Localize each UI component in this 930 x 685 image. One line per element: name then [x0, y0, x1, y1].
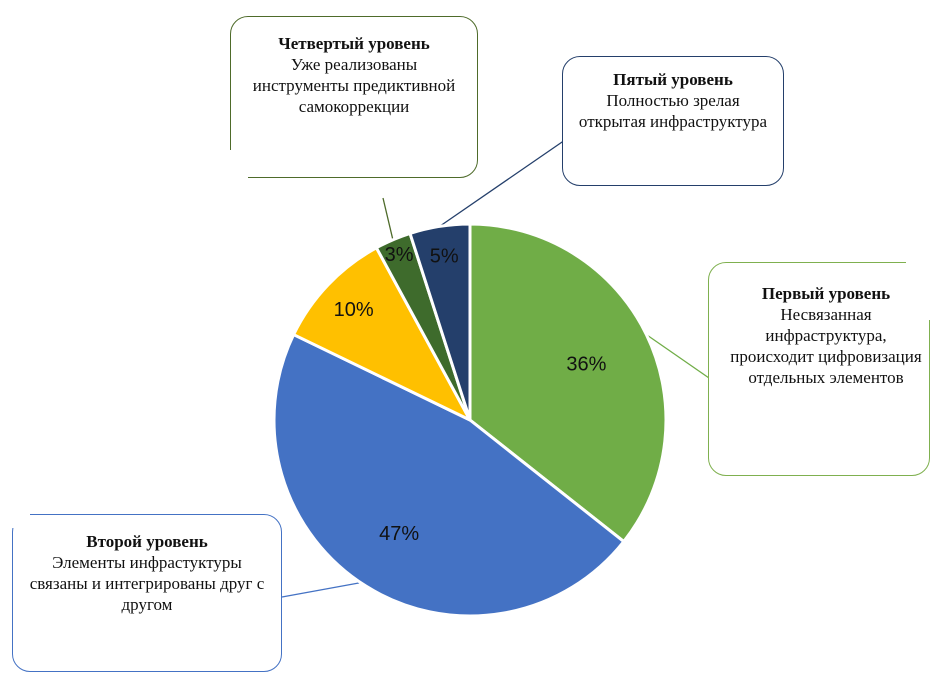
callout-level-1: Первый уровень Несвязанная инфраструктур…: [708, 260, 930, 476]
callout-level-5: Пятый уровень Полностью зрелая открытая …: [562, 56, 784, 186]
slice-label-level-3: 10%: [334, 299, 374, 321]
callout-level-5-description: Полностью зрелая открытая инфраструктура: [578, 91, 768, 131]
pie-slice-level-5: [408, 222, 472, 421]
pie-slices: [272, 222, 668, 618]
callout-level-1-title: Первый уровень: [761, 284, 891, 303]
leader-level-1: [646, 334, 710, 379]
callout-level-2-description: Элементы инфрастуктуры связаны и интегри…: [29, 553, 265, 614]
pie-slice-level-1: [468, 222, 668, 544]
callout-level-5-title: Пятый уровень: [613, 70, 733, 89]
slice-label-level-5: 5%: [430, 245, 459, 267]
callout-level-4-description: Уже реализованы инструменты предиктивной…: [252, 55, 456, 116]
slice-label-level-2: 47%: [379, 523, 419, 545]
pie-slice-level-3: [291, 245, 474, 424]
leader-level-4: [382, 197, 394, 240]
slice-label-level-4: 3%: [385, 244, 414, 266]
callout-level-1-description: Несвязанная инфраструктура, происходит ц…: [730, 305, 922, 387]
pie-slice-level-2: [272, 332, 626, 618]
leader-level-2: [281, 580, 370, 598]
callout-level-2-title: Второй уровень: [86, 532, 208, 551]
pie-labels: 36% 47% 10% 3% 5%: [334, 244, 607, 545]
leader-level-5: [439, 139, 566, 227]
callout-level-2: Второй уровень Элементы инфрастуктуры св…: [10, 512, 282, 672]
leader-lines: [281, 139, 710, 598]
callout-level-4-title: Четвертый уровень: [278, 34, 430, 53]
slice-label-level-1: 36%: [566, 354, 606, 376]
callout-level-4: Четвертый уровень Уже реализованы инстру…: [228, 16, 478, 180]
